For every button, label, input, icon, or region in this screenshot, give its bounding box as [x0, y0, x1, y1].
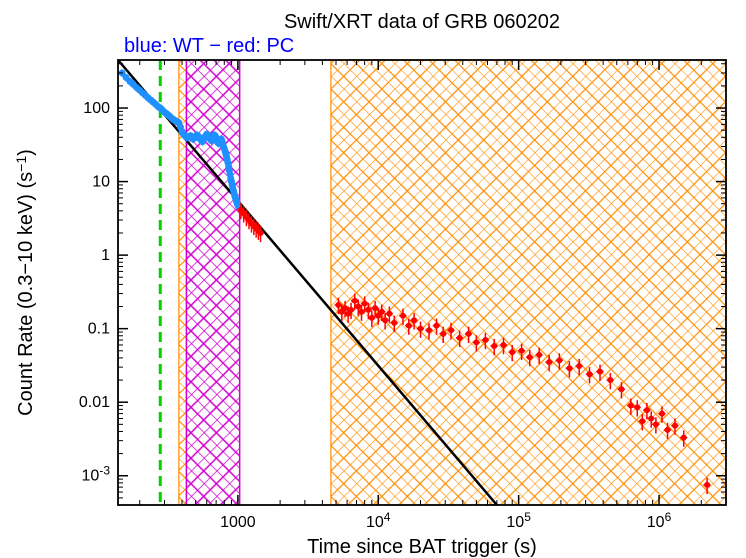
- y-axis-label: Count Rate (0.3−10 keV) (s−1): [13, 149, 37, 416]
- x-tick-label: 1000: [220, 514, 256, 531]
- x-axis-label: Time since BAT trigger (s): [307, 536, 537, 558]
- y-tick-label: 1: [101, 247, 110, 264]
- chart-title: Swift/XRT data of GRB 060202: [284, 11, 560, 33]
- y-tick-label: 0.01: [79, 394, 110, 411]
- y-tick-label: 0.1: [88, 321, 110, 338]
- y-tick-label: 100: [83, 100, 110, 117]
- chart-subtitle: blue: WT − red: PC: [124, 35, 294, 57]
- xrt-lightcurve-chart: 100010410510610-30.010.1110100Swift/XRT …: [0, 0, 746, 558]
- y-tick-label: 10: [92, 174, 110, 191]
